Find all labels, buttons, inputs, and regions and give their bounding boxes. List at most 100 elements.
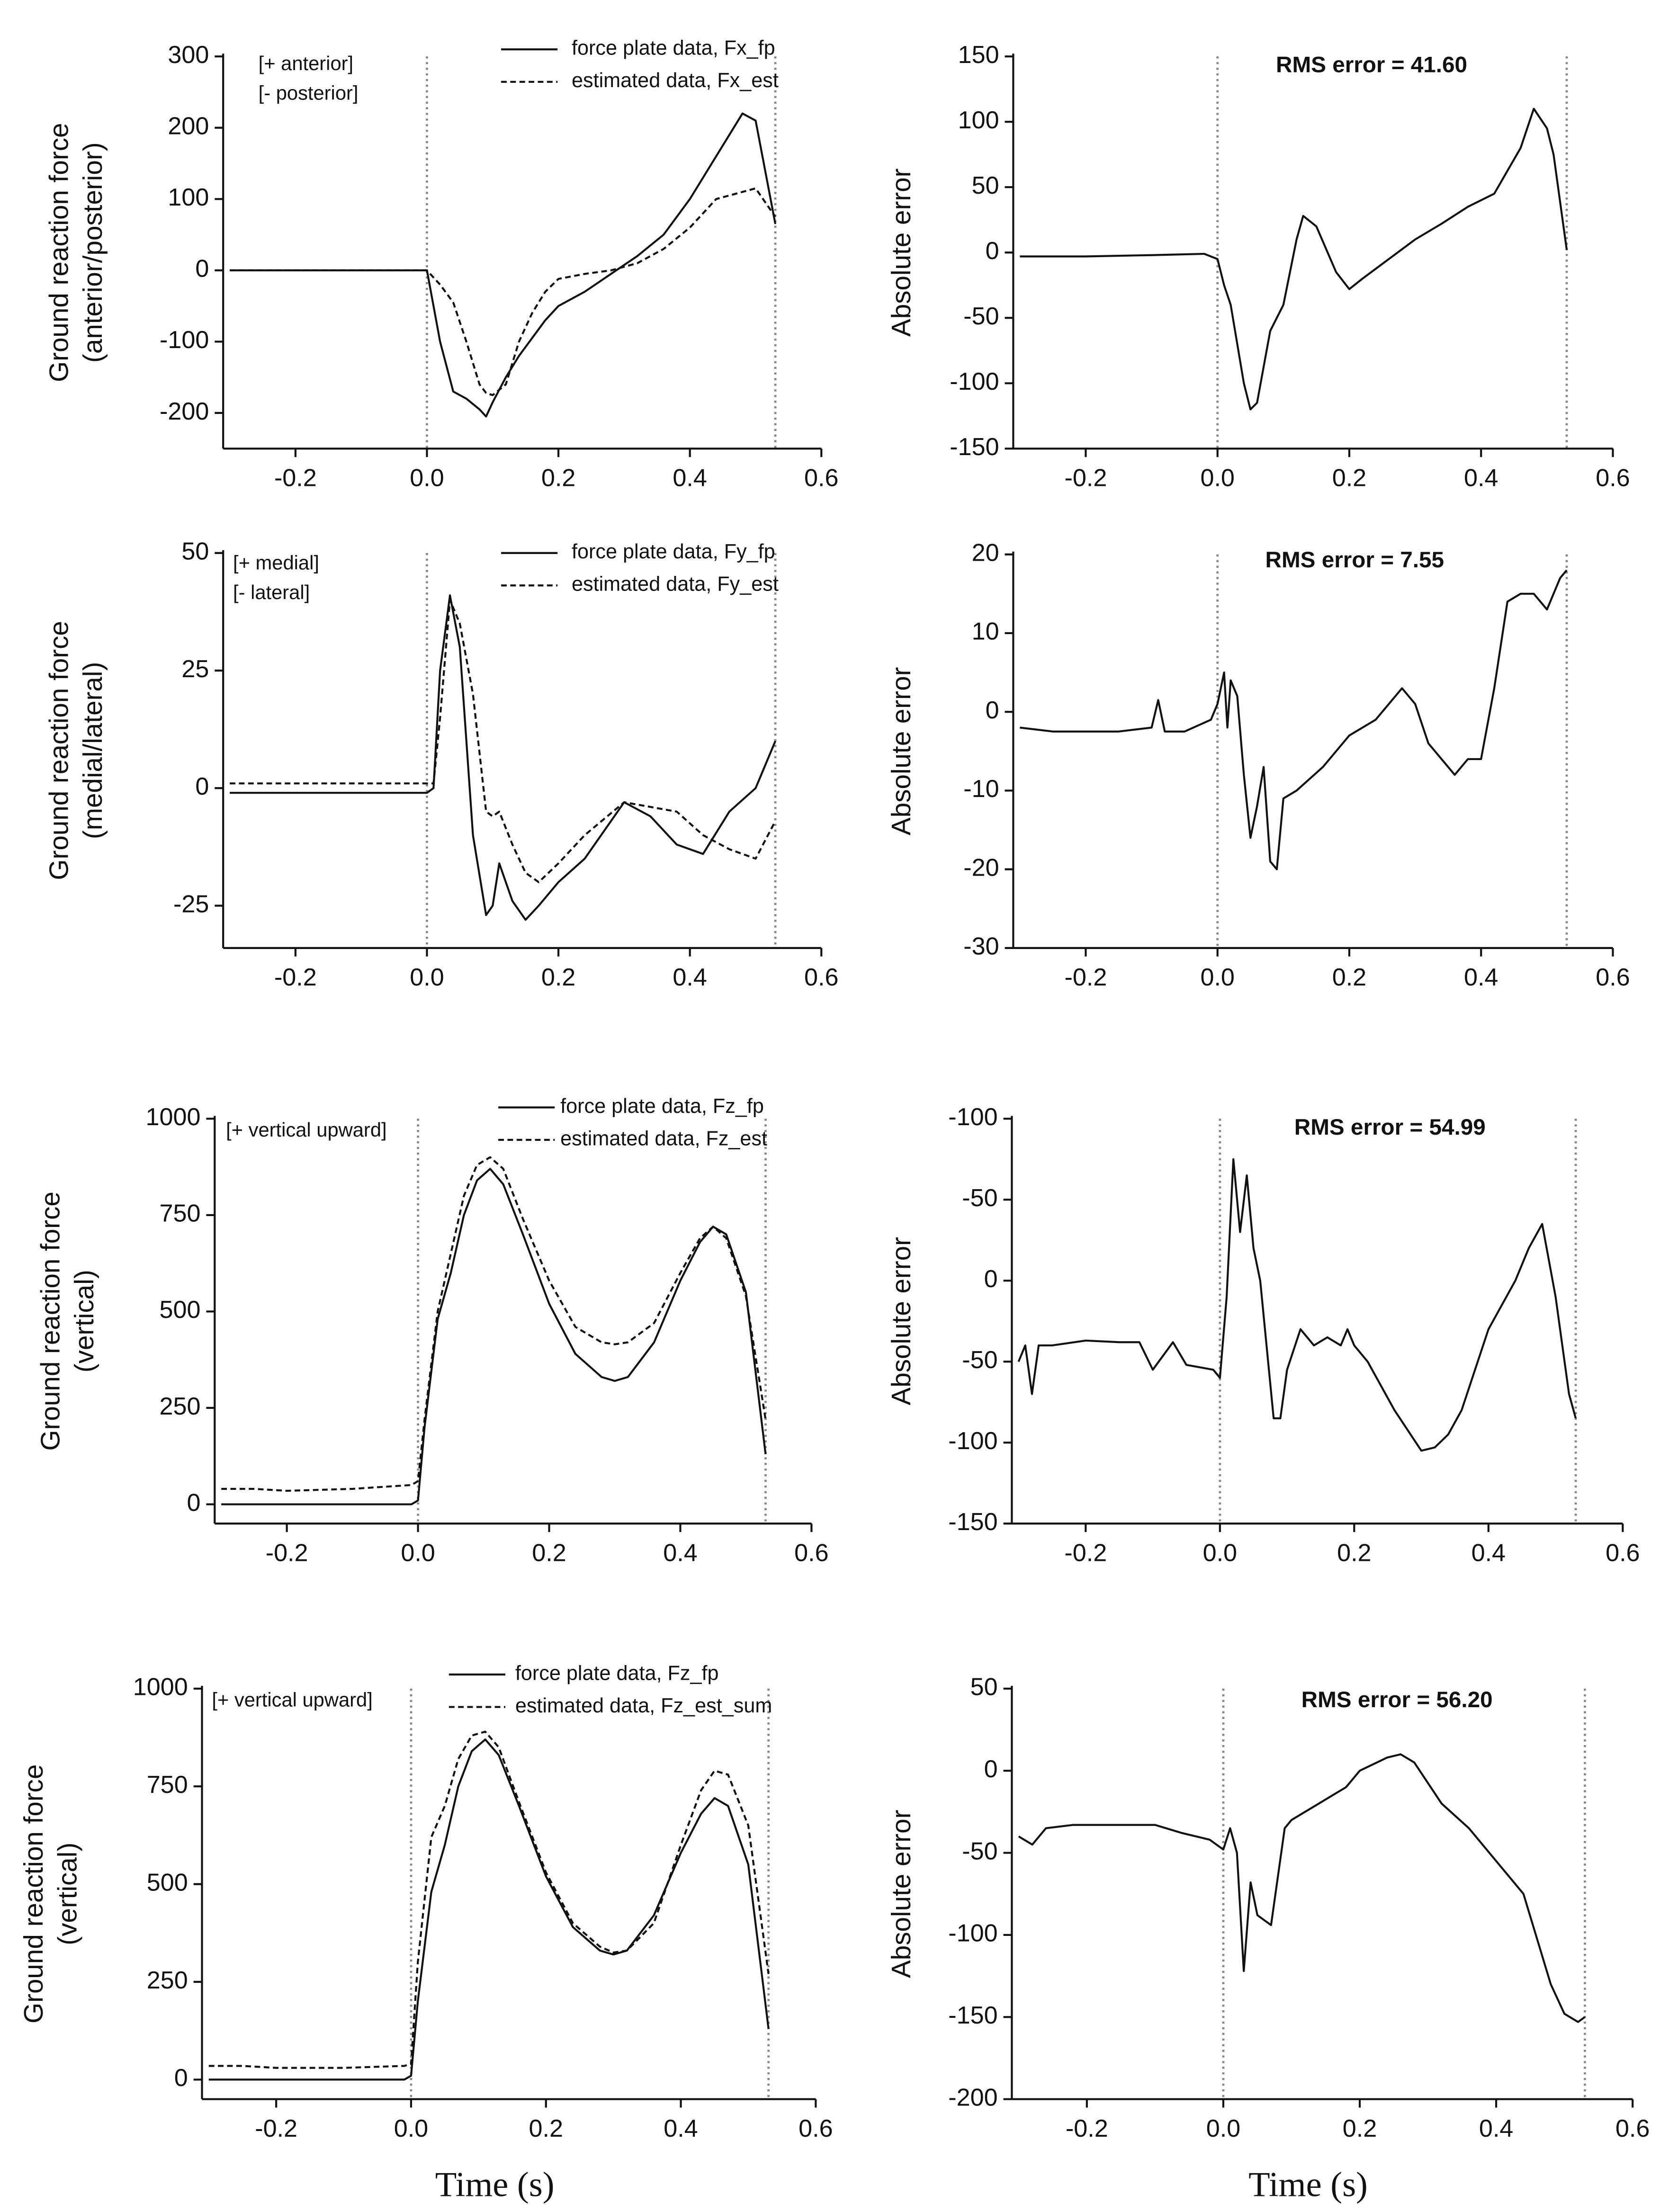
x-tick-label: 0.6 (1596, 964, 1630, 991)
y-tick-label: 250 (147, 1967, 188, 1994)
y-tick-label: 750 (147, 1771, 188, 1799)
x-tick-label: 0.6 (804, 465, 838, 492)
data-line (230, 594, 777, 921)
annotation: [- lateral] (233, 581, 310, 603)
y-tick-label: 0 (984, 1265, 998, 1293)
x-tick-label: 0.2 (532, 1540, 566, 1567)
y-tick-label: 100 (958, 107, 999, 134)
x-tick-label: 0.4 (1472, 1540, 1506, 1567)
x-axis-label: Time (s) (435, 2165, 555, 2204)
annotation: [- posterior] (259, 82, 359, 104)
y-tick-label: -100 (160, 326, 209, 354)
y-tick-label: -50 (962, 1837, 997, 1865)
y-axis-label: Ground reaction force (44, 123, 74, 382)
chart-panel: 20 10 0 -10 -20 -30 -0.2 0.0 0.2 0.4 0.6 Absolute e… (886, 539, 1630, 991)
y-tick-label: 10 (972, 618, 999, 645)
legend-label: force plate data, Fz_fp (515, 1662, 719, 1684)
y-axis-label: Absolute error (886, 667, 916, 835)
chart-title: RMS error = 7.55 (1265, 547, 1444, 573)
y-tick-label: 0 (986, 697, 999, 724)
y-tick-label: 500 (147, 1869, 188, 1896)
x-tick-label: 0.2 (1332, 465, 1366, 492)
chart-panel: 1000 750 500 250 0 -0.2 0.0 0.2 0.4 0.6 Ground rea… (18, 1662, 833, 2204)
y-tick-label: 200 (168, 112, 209, 140)
y-axis-label: (vertical) (52, 1843, 82, 1945)
annotation: [+ vertical upward] (226, 1119, 386, 1141)
x-tick-label: 0.0 (401, 1540, 435, 1567)
x-tick-label: 0.0 (1200, 964, 1234, 991)
x-tick-label: 0.4 (663, 1540, 697, 1567)
y-axis-label: Absolute error (886, 1237, 916, 1405)
x-tick-label: 0.4 (673, 465, 707, 492)
data-line (1018, 1753, 1586, 2023)
x-tick-label: 0.4 (1464, 964, 1498, 991)
x-tick-label: 0.4 (1464, 465, 1498, 492)
annotation: [+ medial] (233, 552, 319, 574)
y-tick-label: -150 (950, 433, 999, 461)
y-tick-label: 50 (972, 172, 999, 199)
y-tick-label: -150 (948, 1508, 997, 1536)
y-axis-label: (vertical) (69, 1270, 99, 1372)
x-tick-label: -0.2 (266, 1540, 308, 1567)
y-tick-label: 100 (168, 184, 209, 211)
x-tick-label: -0.2 (255, 2115, 297, 2142)
y-tick-label: -100 (948, 1920, 997, 1947)
x-tick-label: 0.6 (1606, 1540, 1640, 1567)
x-tick-label: 0.4 (1479, 2115, 1513, 2142)
data-line (230, 112, 777, 418)
x-tick-label: 0.0 (1200, 465, 1234, 492)
y-tick-label: -200 (948, 2084, 997, 2111)
x-tick-label: 0.6 (1615, 2115, 1650, 2142)
x-tick-label: -0.2 (1064, 1540, 1107, 1567)
legend-label: force plate data, Fy_fp (572, 540, 775, 563)
y-axis-label: Ground reaction force (44, 621, 74, 880)
x-tick-label: 0.0 (1206, 2115, 1240, 2142)
x-tick-label: 0.0 (410, 964, 444, 991)
data-line (208, 1730, 770, 2069)
x-tick-label: 0.2 (1337, 1540, 1371, 1567)
legend-label: estimated data, Fz_est (560, 1127, 767, 1150)
data-line (230, 599, 776, 883)
y-tick-label: 150 (958, 41, 999, 69)
data-line (1020, 569, 1568, 870)
y-tick-label: -150 (948, 2002, 997, 2029)
x-tick-label: 0.2 (529, 2115, 563, 2142)
chart-panel: 50 25 0 -25 -0.2 0.0 0.2 0.4 0.6 Ground reaction … (44, 538, 839, 992)
data-line (221, 1168, 767, 1505)
y-tick-label: -50 (963, 303, 999, 330)
y-axis-label: Ground reaction force (36, 1191, 65, 1451)
chart-panel: 150 100 50 0 -50 -100 -150 -0.2 0.0 0.2 0.4 0.6 Abso… (886, 41, 1630, 492)
y-tick-label: 50 (970, 1674, 998, 1701)
data-line (1017, 1158, 1577, 1452)
data-line (208, 1738, 770, 2081)
chart-title: RMS error = 56.20 (1301, 1687, 1493, 1712)
x-tick-label: 0.4 (664, 2115, 698, 2142)
x-tick-label: 0.0 (394, 2115, 428, 2142)
y-tick-label: 250 (160, 1393, 201, 1420)
y-tick-label: 500 (160, 1296, 201, 1324)
x-tick-label: 0.2 (541, 964, 575, 991)
x-tick-label: 0.2 (541, 465, 575, 492)
x-tick-label: -0.2 (274, 465, 317, 492)
chart-panel: 300 200 100 0 -100 -200 -0.2 0.0 0.2 0.4 0.6 Ground… (44, 37, 839, 492)
y-tick-label: 1000 (146, 1103, 201, 1131)
y-tick-label: -50 (962, 1346, 997, 1374)
chart-panel: -100 -50 0 -50 -100 -150 -0.2 0.0 0.2 0.4 0.6 Absol… (886, 1103, 1640, 1567)
y-tick-label: -10 (963, 775, 999, 803)
y-tick-label: 0 (187, 1489, 201, 1516)
y-tick-label: 300 (168, 41, 209, 69)
y-tick-label: -30 (963, 933, 999, 960)
y-tick-label: -50 (962, 1184, 997, 1212)
annotation: [+ vertical upward] (212, 1689, 372, 1711)
x-tick-label: 0.6 (804, 964, 838, 991)
x-tick-label: -0.2 (1066, 2115, 1108, 2142)
y-axis-label: Ground reaction force (18, 1764, 48, 2024)
legend-label: force plate data, Fz_fp (560, 1095, 764, 1118)
x-axis-label: Time (s) (1248, 2165, 1368, 2204)
chart-title: RMS error = 41.60 (1276, 53, 1467, 78)
data-line (230, 187, 776, 396)
x-tick-label: 0.6 (794, 1540, 828, 1567)
x-tick-label: 0.6 (799, 2115, 833, 2142)
x-tick-label: 0.4 (673, 964, 707, 991)
